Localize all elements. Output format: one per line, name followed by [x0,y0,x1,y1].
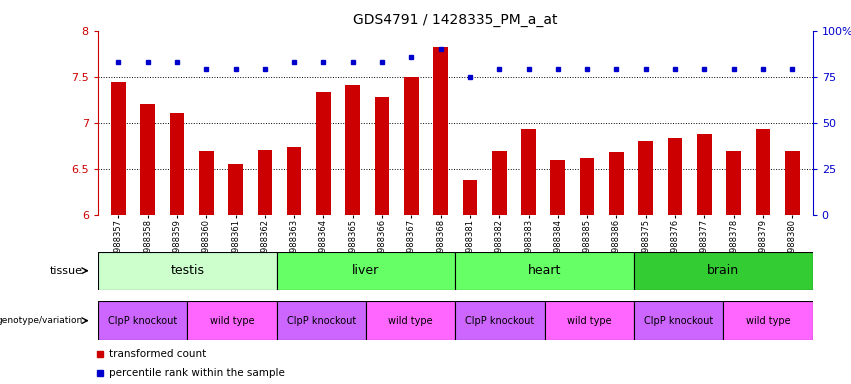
Text: tissue: tissue [49,266,83,276]
Text: wild type: wild type [388,316,433,326]
Bar [634,301,723,340]
Bar [98,301,187,340]
Bar [346,85,360,215]
Bar [551,160,565,215]
Text: testis: testis [170,264,204,277]
Text: ClpP knockout: ClpP knockout [108,316,177,326]
Text: ClpP knockout: ClpP knockout [287,316,356,326]
Bar [463,180,477,215]
Bar [726,151,741,215]
Bar [723,301,813,340]
Text: ClpP knockout: ClpP knockout [644,316,713,326]
Text: ClpP knockout: ClpP knockout [465,316,534,326]
Bar [404,77,419,215]
Bar [277,252,455,290]
Bar [98,252,277,290]
Bar [580,158,595,215]
Bar [545,301,634,340]
Text: genotype/variation: genotype/variation [0,316,83,325]
Text: wild type: wild type [209,316,254,326]
Text: transformed count: transformed count [109,349,206,359]
Bar [521,129,536,215]
Text: wild type: wild type [745,316,791,326]
Bar [258,150,272,215]
Bar [140,104,155,215]
Bar [374,97,390,215]
Bar [609,152,624,215]
Bar [455,252,634,290]
Title: GDS4791 / 1428335_PM_a_at: GDS4791 / 1428335_PM_a_at [353,13,557,27]
Bar [366,301,455,340]
Bar [111,82,126,215]
Bar [277,301,366,340]
Bar [228,164,243,215]
Bar [433,47,448,215]
Text: wild type: wild type [567,316,612,326]
Bar [638,141,653,215]
Bar [316,93,331,215]
Bar [756,129,770,215]
Bar [785,151,800,215]
Bar [492,151,506,215]
Bar [455,301,545,340]
Text: percentile rank within the sample: percentile rank within the sample [109,367,284,377]
Bar [187,301,277,340]
Bar [199,151,214,215]
Text: heart: heart [528,264,562,277]
Bar [169,113,185,215]
Bar [634,252,813,290]
Text: brain: brain [707,264,740,277]
Text: liver: liver [352,264,380,277]
Bar [697,134,711,215]
Bar [287,147,301,215]
Bar [668,137,683,215]
